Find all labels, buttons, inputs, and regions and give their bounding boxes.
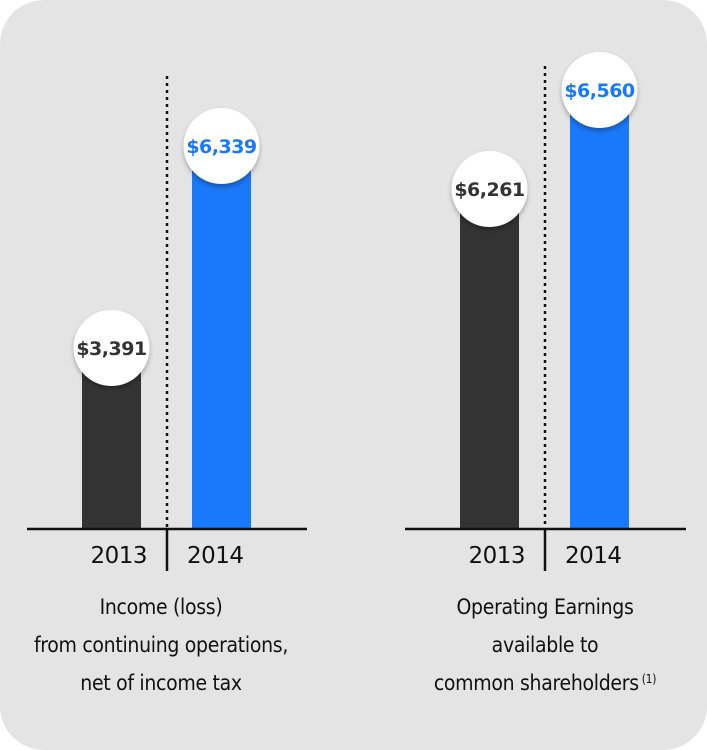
data-label: $3,391: [76, 338, 146, 360]
caption-line: net of income tax: [80, 671, 242, 695]
value-label-bubble: [561, 52, 638, 128]
caption-operating-earnings: Operating Earnings available to common s…: [385, 588, 705, 702]
caption-income: Income (loss) from continuing operations…: [0, 588, 322, 702]
chart-income: $3,391 $6,339 2013 2014: [27, 76, 307, 571]
caption-line: Income (loss): [99, 595, 223, 619]
value-label-bubble: [183, 108, 260, 184]
x-tick-label: 2014: [565, 543, 622, 569]
bar-2013: [460, 189, 519, 529]
caption-line: Operating Earnings: [456, 595, 634, 619]
data-label: $6,560: [564, 80, 635, 102]
value-label-bubble: [451, 151, 528, 227]
chart-operating-earnings: $6,261 $6,560 2013 2014: [405, 52, 686, 571]
data-label: $6,261: [454, 179, 524, 201]
caption-line: from continuing operations,: [33, 633, 289, 657]
data-label: $6,339: [186, 136, 256, 158]
footnote-marker: (1): [641, 672, 657, 686]
caption-text: common shareholders: [433, 671, 639, 695]
x-tick-label: 2014: [187, 543, 244, 569]
caption-line: available to: [491, 633, 599, 657]
caption-line: common shareholders (1): [385, 664, 705, 702]
value-label-bubble: [73, 310, 150, 386]
bar-2014: [570, 90, 629, 529]
x-tick-label: 2013: [468, 543, 525, 569]
bar-2014: [192, 146, 251, 529]
x-tick-label: 2013: [90, 543, 147, 569]
